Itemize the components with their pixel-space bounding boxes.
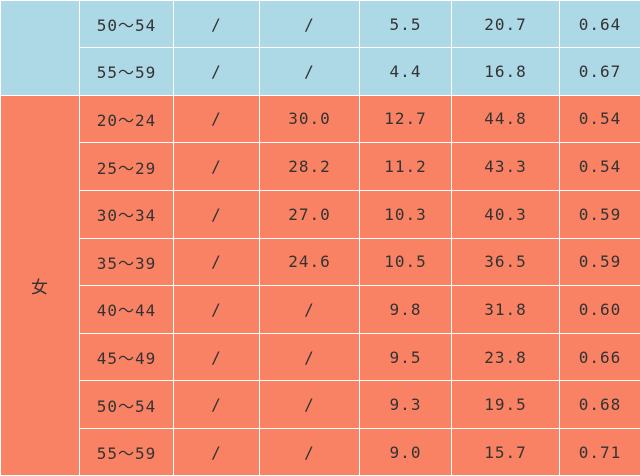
table-row: 50～54 / / 9.3 19.5 0.68 — [1, 380, 640, 429]
age-range-cell: 20～24 — [79, 94, 174, 144]
value-cell: 12.7 — [359, 94, 452, 144]
age-range-cell: 35～39 — [79, 237, 174, 287]
value-cell: 10.3 — [359, 189, 452, 239]
value-cell: 44.8 — [451, 94, 560, 144]
value-cell: 0.54 — [559, 142, 640, 191]
value-cell: 0.71 — [559, 428, 640, 476]
table-row: 55～59 / / 9.0 15.7 0.71 — [1, 428, 640, 476]
value-cell: 9.3 — [359, 380, 452, 429]
sex-cell-female: 女 — [0, 94, 80, 476]
value-cell: / — [173, 380, 260, 429]
value-cell: 30.0 — [259, 94, 360, 144]
value-cell: 0.54 — [559, 94, 640, 144]
value-cell: 0.64 — [559, 0, 640, 48]
age-range-cell: 30～34 — [79, 189, 174, 239]
value-cell: / — [259, 47, 360, 96]
table-row: 50～54 / / 5.5 20.7 0.64 — [0, 0, 640, 96]
value-cell: 43.3 — [451, 142, 560, 191]
value-cell: / — [259, 285, 360, 334]
age-range-cell: 50～54 — [79, 0, 174, 48]
value-cell: / — [173, 285, 260, 334]
sex-cell-male — [0, 0, 80, 96]
value-cell: 10.5 — [359, 237, 452, 287]
age-range-cell: 45～49 — [79, 332, 174, 382]
age-range-cell: 55～59 — [79, 47, 174, 96]
value-cell: / — [259, 332, 360, 382]
age-range-cell: 50～54 — [79, 380, 174, 429]
value-cell: 20.7 — [451, 0, 560, 48]
value-cell: 0.59 — [559, 237, 640, 287]
table-row: 25～29 / 28.2 11.2 43.3 0.54 — [1, 142, 640, 191]
value-cell: / — [173, 142, 260, 191]
table-row: 55～59 / / 4.4 16.8 0.67 — [1, 47, 640, 96]
value-cell: 19.5 — [451, 380, 560, 429]
value-cell: 40.3 — [451, 189, 560, 239]
value-cell: 0.66 — [559, 332, 640, 382]
table-row: 30～34 / 27.0 10.3 40.3 0.59 — [1, 189, 640, 239]
value-cell: / — [259, 380, 360, 429]
value-cell: / — [259, 428, 360, 476]
value-cell: 16.8 — [451, 47, 560, 96]
table-row: 45～49 / / 9.5 23.8 0.66 — [1, 332, 640, 382]
value-cell: / — [173, 47, 260, 96]
value-cell: / — [173, 237, 260, 287]
value-cell: 9.5 — [359, 332, 452, 382]
value-cell: / — [173, 428, 260, 476]
value-cell: 15.7 — [451, 428, 560, 476]
value-cell: / — [259, 0, 360, 48]
value-cell: / — [173, 94, 260, 144]
value-cell: 28.2 — [259, 142, 360, 191]
value-cell: 5.5 — [359, 0, 452, 48]
age-range-cell: 40～44 — [79, 285, 174, 334]
value-cell: 0.68 — [559, 380, 640, 429]
value-cell: 9.8 — [359, 285, 452, 334]
value-cell: 27.0 — [259, 189, 360, 239]
age-range-cell: 25～29 — [79, 142, 174, 191]
age-range-cell: 55～59 — [79, 428, 174, 476]
table-row: 40～44 / / 9.8 31.8 0.60 — [1, 285, 640, 334]
value-cell: 24.6 — [259, 237, 360, 287]
value-cell: / — [173, 332, 260, 382]
value-cell: 0.59 — [559, 189, 640, 239]
value-cell: 9.0 — [359, 428, 452, 476]
table-row: 女 20～24 / 30.0 12.7 44.8 0.54 — [0, 94, 640, 476]
value-cell: 36.5 — [451, 237, 560, 287]
value-cell: 4.4 — [359, 47, 452, 96]
table-row: 35～39 / 24.6 10.5 36.5 0.59 — [1, 237, 640, 287]
value-cell: / — [173, 189, 260, 239]
value-cell: 11.2 — [359, 142, 452, 191]
value-cell: 23.8 — [451, 332, 560, 382]
value-cell: 0.67 — [559, 47, 640, 96]
value-cell: / — [173, 0, 260, 48]
value-cell: 31.8 — [451, 285, 560, 334]
value-cell: 0.60 — [559, 285, 640, 334]
